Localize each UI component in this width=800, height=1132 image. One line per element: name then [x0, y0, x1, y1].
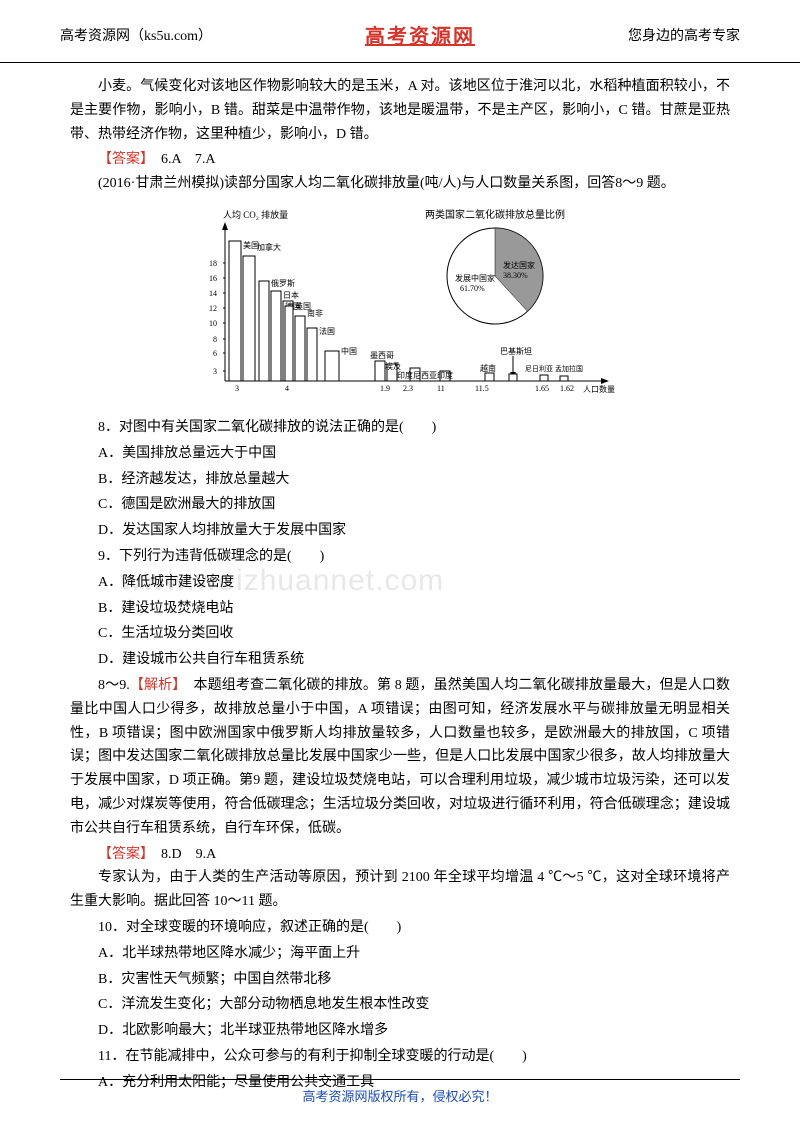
chart-figure: 两类国家二氧化碳排放总量比例 发展中国家 61.70% 发达国家 38.30% … — [70, 206, 730, 406]
pie-developing-pct: 61.70% — [460, 284, 485, 293]
pie-developed-pct: 38.30% — [503, 271, 528, 280]
svg-text:6: 6 — [213, 349, 217, 358]
svg-text:18: 18 — [209, 259, 217, 268]
svg-text:加拿大: 加拿大 — [257, 242, 281, 252]
svg-text:14: 14 — [209, 289, 217, 298]
answer-label: 【答案】 — [98, 152, 147, 167]
svg-text:墨西哥: 墨西哥 — [370, 351, 394, 360]
svg-text:1.65: 1.65 — [535, 384, 549, 393]
x-ticks: 3 4 1.9 2.3 11 11.5 1.65 1.62 人口数量 — [235, 384, 615, 394]
q10-option-b: B．灾害性天气频繁；中国自然带北移 — [70, 968, 730, 992]
q8-option-c: C．德国是欧洲最大的排放国 — [70, 493, 730, 517]
svg-text:1.62: 1.62 — [560, 384, 574, 393]
q8-stem: 8．对图中有关国家二氧化碳排放的说法正确的是( ) — [70, 416, 730, 440]
svg-text:3: 3 — [235, 384, 239, 393]
svg-text:人口数量: 人口数量 — [583, 384, 615, 394]
svg-text:南非: 南非 — [307, 308, 323, 318]
answer-text: 6.A 7.A — [147, 152, 215, 167]
svg-text:2.3: 2.3 — [403, 384, 413, 393]
q10-option-c: C．洋流发生变化；大部分动物栖息地发生根本性改变 — [70, 993, 730, 1017]
q10-option-a: A．北半球热带地区降水减少；海平面上升 — [70, 942, 730, 966]
svg-text:12: 12 — [209, 304, 217, 313]
intro-paragraph: 小麦。气候变化对该地区作物影响较大的是玉米，A 对。该地区位于淮河以北，水稻种植… — [70, 75, 730, 146]
answer-block-2: 【答案】 8.D 9.A — [70, 843, 730, 867]
svg-text:埃及: 埃及 — [385, 361, 401, 371]
svg-text:11.5: 11.5 — [475, 384, 489, 393]
svg-text:印度尼西亚: 印度尼西亚 — [397, 370, 437, 380]
analysis-block: 8～9.【解析】 本题组考查二氧化碳的排放。第 8 题，虽然美国人均二氧化碳排放… — [70, 674, 730, 841]
q8-option-b: B．经济越发达，排放总量越大 — [70, 468, 730, 492]
q9-stem: 9．下列行为违背低碳理念的是( ) — [70, 545, 730, 569]
header-left: 高考资源网（ks5u.com） — [60, 25, 212, 49]
svg-text:11: 11 — [437, 384, 445, 393]
svg-text:8: 8 — [213, 335, 217, 344]
pie-developing-label: 发展中国家 — [455, 273, 495, 283]
svg-text:1.9: 1.9 — [380, 384, 390, 393]
q11-stem: 11．在节能减排中，公众可参与的有利于抑制全球变暖的行动是( ) — [70, 1045, 730, 1069]
question-source-2: 专家认为，由于人类的生产活动等原因，预计到 2100 年全球平均增温 4 ℃～5… — [70, 866, 730, 914]
co2-chart-svg: 两类国家二氧化碳排放总量比例 发展中国家 61.70% 发达国家 38.30% … — [185, 206, 615, 406]
page-header: 高考资源网（ks5u.com） 高考资源网 您身边的高考专家 — [0, 0, 800, 63]
analysis-prefix: 8～9. — [98, 678, 130, 693]
pie-title: 两类国家二氧化碳排放总量比例 — [425, 208, 565, 221]
answer-label-2: 【答案】 — [98, 847, 147, 862]
bar-y-title: 人均 CO₂ 排放量 — [223, 209, 288, 220]
q9-option-c: C．生活垃圾分类回收 — [70, 622, 730, 646]
main-content: 小麦。气候变化对该地区作物影响较大的是玉米，A 对。该地区位于淮河以北，水稻种植… — [0, 63, 800, 1095]
answer-text-2: 8.D 9.A — [147, 847, 216, 862]
pie-developed-label: 发达国家 — [503, 260, 535, 270]
q8-option-a: A．美国排放总量远大于中国 — [70, 442, 730, 466]
y-ticks: 3 6 8 10 12 14 16 18 — [209, 259, 225, 376]
svg-text:10: 10 — [209, 319, 217, 328]
svg-text:孟加拉国: 孟加拉国 — [555, 364, 583, 373]
analysis-body: 本题组考查二氧化碳的排放。第 8 题，虽然美国人均二氧化碳排放量最大，但是人口数… — [70, 678, 730, 836]
svg-text:俄罗斯: 俄罗斯 — [271, 278, 295, 288]
header-right: 您身边的高考专家 — [628, 25, 740, 49]
q9-option-d: D．建设城市公共自行车租赁系统 — [70, 648, 730, 672]
answer-block-1: 【答案】 6.A 7.A — [70, 148, 730, 172]
y-arrow — [222, 222, 228, 230]
svg-text:3: 3 — [213, 367, 217, 376]
q11-option-a: A．充分利用太阳能；尽量使用公共交通工具 — [70, 1071, 730, 1095]
svg-text:法国: 法国 — [319, 326, 335, 336]
analysis-label: 【解析】 — [130, 678, 180, 693]
q9-option-b: B．建设垃圾焚烧电站 — [70, 597, 730, 621]
q10-stem: 10．对全球变暖的环境响应，叙述正确的是( ) — [70, 916, 730, 940]
svg-text:印度: 印度 — [437, 370, 453, 380]
q9-option-a: A．降低城市建设密度 — [70, 571, 730, 595]
svg-text:越南: 越南 — [480, 363, 496, 373]
header-center-logo: 高考资源网 — [365, 20, 475, 54]
svg-text:巴基斯坦: 巴基斯坦 — [500, 346, 532, 356]
q8-option-d: D．发达国家人均排放量大于发展中国家 — [70, 519, 730, 543]
svg-text:尼日利亚: 尼日利亚 — [525, 364, 553, 373]
svg-text:4: 4 — [285, 384, 289, 393]
q10-option-d: D．北欧影响最大；北半球亚热带地区降水增多 — [70, 1019, 730, 1043]
svg-text:16: 16 — [209, 274, 217, 283]
question-source-1: (2016·甘肃兰州模拟)读部分国家人均二氧化碳排放量(吨/人)与人口数量关系图… — [70, 172, 730, 196]
x-arrow — [601, 378, 609, 384]
svg-text:中国: 中国 — [341, 346, 357, 356]
svg-text:日本: 日本 — [283, 290, 299, 300]
